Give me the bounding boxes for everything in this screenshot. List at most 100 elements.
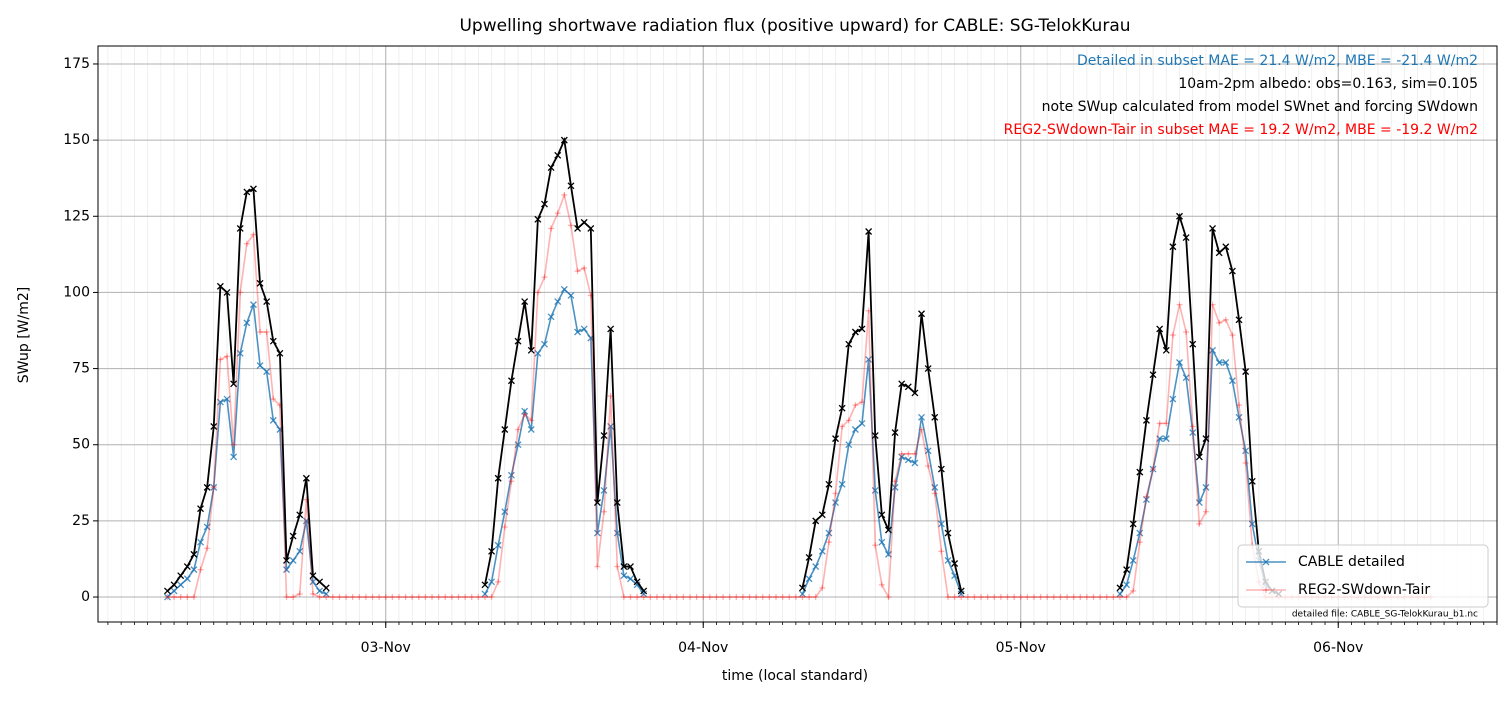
marker — [1163, 420, 1170, 427]
marker-stroke — [190, 566, 198, 574]
marker — [1202, 508, 1209, 515]
marker — [620, 572, 628, 580]
marker — [792, 594, 799, 601]
marker — [567, 222, 574, 229]
marker-stroke — [593, 529, 601, 537]
marker — [852, 402, 859, 409]
marker — [210, 484, 217, 491]
marker — [170, 581, 178, 589]
plot-frame — [97, 45, 1498, 623]
marker-stroke — [223, 395, 231, 403]
marker-stroke — [937, 465, 945, 473]
marker — [858, 325, 866, 333]
marker-stroke — [554, 151, 562, 159]
marker-stroke — [507, 471, 515, 479]
marker — [567, 292, 575, 299]
marker-stroke — [269, 416, 277, 424]
marker — [581, 265, 588, 272]
marker — [302, 474, 310, 482]
marker — [1222, 316, 1229, 323]
marker — [640, 587, 648, 595]
marker-stroke — [1176, 359, 1183, 366]
marker-stroke — [547, 313, 555, 321]
marker — [495, 578, 502, 585]
marker-stroke — [243, 319, 251, 327]
marker-stroke — [501, 426, 509, 433]
marker-stroke — [216, 282, 224, 290]
marker — [534, 215, 542, 223]
marker — [1057, 594, 1064, 601]
marker — [700, 594, 707, 601]
marker — [554, 298, 562, 306]
marker — [1024, 594, 1031, 601]
marker-stroke — [1182, 374, 1190, 382]
marker-stroke — [891, 429, 899, 436]
marker — [1142, 416, 1150, 424]
marker — [997, 594, 1004, 601]
marker — [1149, 371, 1157, 379]
marker-stroke — [627, 575, 634, 583]
marker-stroke — [216, 398, 224, 406]
marker — [878, 511, 886, 519]
marker — [839, 423, 846, 430]
marker-stroke — [1116, 584, 1124, 592]
marker — [236, 224, 244, 232]
marker-stroke — [1189, 340, 1197, 348]
marker — [726, 594, 733, 601]
marker — [527, 346, 535, 354]
marker — [276, 349, 284, 357]
marker — [1156, 420, 1163, 427]
marker — [263, 298, 271, 306]
marker — [944, 594, 951, 601]
marker-stroke — [898, 453, 906, 461]
marker — [197, 505, 204, 513]
marker — [541, 200, 548, 208]
marker — [1176, 301, 1183, 308]
marker — [230, 380, 238, 388]
marker — [1136, 539, 1143, 546]
marker — [1149, 465, 1157, 473]
marker-stroke — [904, 456, 912, 464]
marker-stroke — [534, 349, 542, 357]
marker — [468, 594, 475, 601]
marker-stroke — [183, 575, 191, 583]
marker — [508, 478, 515, 485]
marker-stroke — [587, 224, 595, 232]
marker-stroke — [865, 355, 873, 363]
marker — [884, 550, 892, 558]
marker-stroke — [322, 590, 330, 598]
marker — [177, 581, 185, 589]
marker-stroke — [1209, 224, 1217, 232]
marker — [978, 594, 985, 601]
marker-stroke — [263, 298, 271, 306]
marker — [832, 490, 839, 497]
marker — [204, 545, 211, 552]
marker-stroke — [554, 298, 562, 306]
y-tick-label: 75 — [72, 361, 90, 377]
marker — [1017, 594, 1024, 601]
marker-stroke — [560, 285, 568, 293]
marker — [481, 594, 488, 601]
marker — [462, 594, 469, 601]
marker — [812, 594, 819, 601]
marker — [455, 594, 462, 601]
marker — [627, 594, 634, 601]
marker — [706, 594, 713, 601]
marker — [640, 590, 648, 598]
marker — [819, 584, 826, 591]
marker — [1262, 558, 1270, 566]
marker-stroke — [1195, 453, 1203, 461]
marker — [574, 224, 582, 232]
marker-stroke — [263, 368, 271, 376]
marker — [415, 594, 422, 601]
marker — [951, 560, 959, 567]
marker — [210, 422, 218, 430]
marker — [1123, 581, 1131, 589]
marker — [1116, 584, 1124, 592]
marker — [884, 526, 892, 534]
marker — [1004, 594, 1011, 601]
marker — [1123, 594, 1130, 601]
marker — [356, 594, 363, 601]
marker-stroke — [1202, 435, 1210, 443]
marker — [429, 594, 436, 601]
